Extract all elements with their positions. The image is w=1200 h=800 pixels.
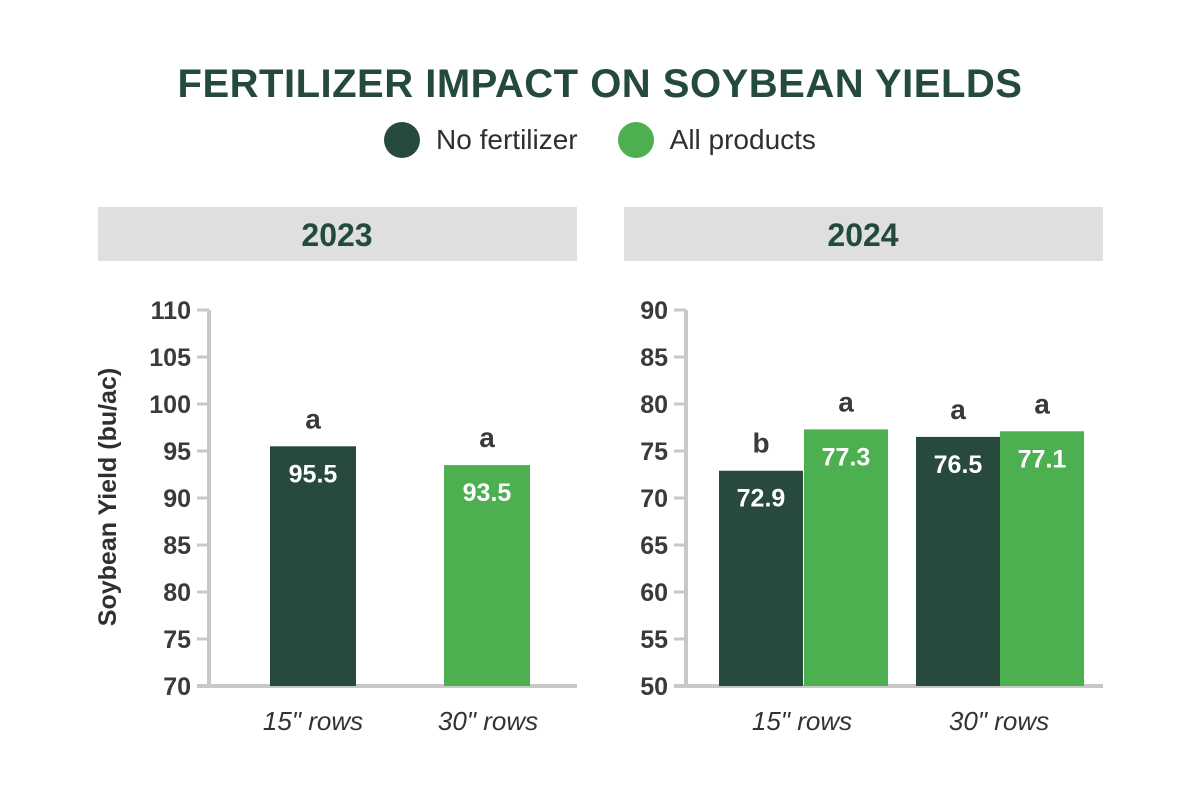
legend-label-no-fertilizer: No fertilizer bbox=[436, 124, 578, 155]
panel-header-2023 bbox=[98, 207, 577, 261]
panel-header-2024 bbox=[624, 207, 1103, 261]
y-tick-label-2024-90: 90 bbox=[640, 297, 668, 325]
chart-title: FERTILIZER IMPACT ON SOYBEAN YIELDS bbox=[177, 62, 1023, 106]
legend-swatch-all-products bbox=[617, 122, 654, 158]
bar-value-label-2024-cat0-s1: 77.3 bbox=[822, 443, 871, 471]
y-tick-label-2024-55: 55 bbox=[640, 626, 668, 654]
bar-2024-cat1-s0 bbox=[916, 436, 1000, 686]
y-tick-label-2024-75: 75 bbox=[640, 438, 668, 466]
legend-label-all-products: All products bbox=[669, 124, 816, 155]
panel-title-2024: 2024 bbox=[827, 217, 898, 253]
legend-item-all-products: All products bbox=[617, 122, 816, 158]
y-axis-label: Soybean Yield (bu/ac) bbox=[94, 368, 122, 626]
category-label-2023-30in: 30" rows bbox=[438, 706, 538, 736]
significance-letter-2024-cat0-s0: b bbox=[752, 428, 769, 459]
y-tick-label-2023-90: 90 bbox=[163, 485, 191, 513]
y-tick-label-2023-105: 105 bbox=[149, 344, 191, 372]
bar-value-label-2023-cat0: 95.5 bbox=[289, 460, 338, 488]
panel-title-2023: 2023 bbox=[301, 217, 372, 253]
bar-value-label-2024-cat1-s0: 76.5 bbox=[934, 451, 983, 479]
category-label-2024-30in: 30" rows bbox=[949, 706, 1049, 736]
category-label-2024-15in: 15" rows bbox=[752, 706, 852, 736]
category-label-2023-15in: 15" rows bbox=[263, 706, 363, 736]
y-tick-label-2024-65: 65 bbox=[640, 532, 668, 560]
y-tick-label-2023-100: 100 bbox=[149, 391, 191, 419]
bar-2023-cat0 bbox=[270, 446, 356, 686]
bar-2023-cat1 bbox=[444, 465, 530, 686]
legend-swatch-no-fertilizer bbox=[384, 122, 421, 158]
bar-2024-cat0-s1 bbox=[804, 429, 888, 686]
y-tick-label-2024-80: 80 bbox=[640, 391, 668, 419]
significance-letter-2024-cat1-s0: a bbox=[950, 394, 966, 425]
y-tick-label-2023-95: 95 bbox=[163, 438, 191, 466]
legend-item-no-fertilizer: No fertilizer bbox=[384, 122, 578, 158]
y-tick-label-2024-60: 60 bbox=[640, 579, 668, 607]
y-tick-label-2023-80: 80 bbox=[163, 579, 191, 607]
y-tick-label-2024-50: 50 bbox=[640, 673, 668, 701]
significance-letter-2024-cat1-s1: a bbox=[1034, 388, 1050, 419]
y-tick-label-2024-70: 70 bbox=[640, 485, 668, 513]
bar-2024-cat0-s0 bbox=[719, 470, 803, 686]
legend: No fertilizer All products bbox=[0, 122, 1200, 158]
bar-value-label-2024-cat1-s1: 77.1 bbox=[1018, 445, 1067, 473]
significance-letter-2023-cat0: a bbox=[305, 403, 321, 434]
y-tick-label-2023-110: 110 bbox=[151, 297, 191, 325]
y-tick-label-2023-70: 70 bbox=[163, 673, 191, 701]
bar-value-label-2023-cat1: 93.5 bbox=[463, 479, 512, 507]
y-tick-label-2024-85: 85 bbox=[640, 344, 668, 372]
significance-letter-2024-cat0-s1: a bbox=[838, 386, 854, 417]
bar-value-label-2024-cat0-s0: 72.9 bbox=[737, 485, 786, 513]
y-tick-label-2023-85: 85 bbox=[163, 532, 191, 560]
bar-2024-cat1-s1 bbox=[1000, 431, 1084, 686]
y-tick-label-2023-75: 75 bbox=[163, 626, 191, 654]
significance-letter-2023-cat1: a bbox=[479, 422, 495, 453]
